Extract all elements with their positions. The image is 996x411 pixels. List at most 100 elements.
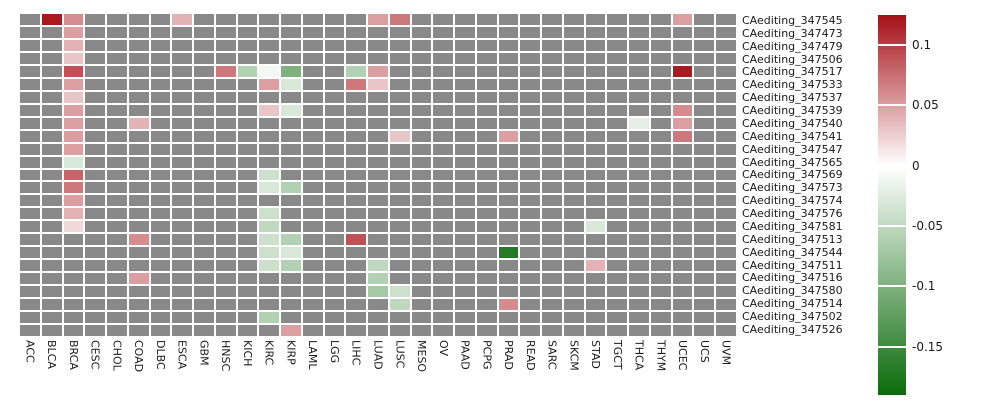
heatmap-cell xyxy=(563,104,584,116)
heatmap-cell xyxy=(302,325,323,336)
heatmap-cell xyxy=(498,299,519,311)
heatmap-cell xyxy=(215,195,236,207)
heatmap-cell xyxy=(150,91,171,103)
heatmap-cell xyxy=(368,117,388,129)
heatmap-cell xyxy=(346,312,367,324)
heatmap-cell xyxy=(302,26,323,38)
column-label: HNSC xyxy=(219,340,233,372)
heatmap-cell xyxy=(672,247,693,259)
heatmap-cell xyxy=(607,78,628,90)
heatmap-cell xyxy=(607,299,628,311)
heatmap-cell xyxy=(716,39,736,51)
heatmap-cell xyxy=(20,78,40,90)
heatmap-cell xyxy=(281,195,301,207)
heatmap-cell xyxy=(281,65,301,77)
heatmap-cell xyxy=(368,299,388,311)
heatmap-cell xyxy=(368,325,388,336)
heatmap-cell xyxy=(107,208,127,220)
heatmap-cell xyxy=(172,208,193,220)
column-label-slot: HNSC xyxy=(216,340,236,406)
heatmap-cell xyxy=(63,169,84,181)
heatmap-cell xyxy=(520,195,541,207)
heatmap-cell xyxy=(607,286,628,298)
heatmap-cell xyxy=(563,273,584,285)
heatmap-cell xyxy=(194,104,214,116)
heatmap-cell xyxy=(259,260,280,272)
heatmap-cell xyxy=(433,260,454,272)
heatmap-cell xyxy=(607,273,628,285)
heatmap-cell xyxy=(389,195,410,207)
column-label: PAAD xyxy=(458,340,472,370)
heatmap-cell xyxy=(63,312,84,324)
heatmap-cell xyxy=(281,39,301,51)
heatmap-cell xyxy=(41,247,62,259)
heatmap-cell xyxy=(520,221,541,233)
heatmap-cell xyxy=(629,65,649,77)
heatmap-cell xyxy=(694,52,715,64)
heatmap-cell xyxy=(346,26,367,38)
heatmap-cell xyxy=(41,312,62,324)
heatmap-cell xyxy=(281,104,301,116)
heatmap-cell xyxy=(259,221,280,233)
column-label: THYM xyxy=(654,340,668,372)
heatmap-cell xyxy=(520,260,541,272)
heatmap-cell xyxy=(542,26,562,38)
heatmap-cell xyxy=(150,286,171,298)
column-label-slot: PAAD xyxy=(455,340,475,406)
heatmap-cell xyxy=(63,195,84,207)
heatmap-cell xyxy=(128,208,149,220)
heatmap-cell xyxy=(411,169,432,181)
heatmap-cell xyxy=(107,234,127,246)
heatmap-cell xyxy=(368,247,388,259)
heatmap-cell xyxy=(194,78,214,90)
heatmap-cell xyxy=(128,26,149,38)
heatmap-cell xyxy=(455,182,475,194)
heatmap-cell xyxy=(41,260,62,272)
heatmap-cell xyxy=(150,169,171,181)
heatmap-cell xyxy=(302,286,323,298)
heatmap-cell xyxy=(650,156,671,168)
heatmap-cell xyxy=(433,143,454,155)
heatmap-cell xyxy=(215,234,236,246)
heatmap-cell xyxy=(411,156,432,168)
heatmap-cell xyxy=(433,26,454,38)
heatmap-cell xyxy=(520,312,541,324)
heatmap-cell xyxy=(20,65,40,77)
heatmap-cell xyxy=(259,52,280,64)
heatmap-cell xyxy=(694,260,715,272)
heatmap-cell xyxy=(150,156,171,168)
heatmap-cell xyxy=(542,117,562,129)
heatmap-cell xyxy=(85,299,106,311)
heatmap-cell xyxy=(389,143,410,155)
column-label-slot: PCPG xyxy=(477,340,497,406)
heatmap-cell xyxy=(302,221,323,233)
heatmap-cell xyxy=(172,78,193,90)
column-label-slot: UCEC xyxy=(673,340,693,406)
heatmap-cell xyxy=(20,221,40,233)
heatmap-cell xyxy=(607,312,628,324)
heatmap-cell xyxy=(672,104,693,116)
heatmap-cell xyxy=(389,234,410,246)
heatmap-cell xyxy=(237,39,258,51)
heatmap-cell xyxy=(172,286,193,298)
heatmap-cell xyxy=(20,14,40,25)
heatmap-cell xyxy=(302,91,323,103)
heatmap-cell xyxy=(128,14,149,25)
heatmap-cell xyxy=(433,156,454,168)
heatmap-cell xyxy=(585,195,606,207)
heatmap-cell xyxy=(150,26,171,38)
legend-tick-mark xyxy=(878,345,906,348)
heatmap-cell xyxy=(107,299,127,311)
heatmap-cell xyxy=(237,156,258,168)
heatmap-cell xyxy=(650,299,671,311)
heatmap-cell xyxy=(324,312,345,324)
heatmap-cell xyxy=(716,156,736,168)
heatmap-cell xyxy=(629,156,649,168)
heatmap-cell xyxy=(672,26,693,38)
heatmap-cell xyxy=(128,52,149,64)
heatmap-cell xyxy=(194,26,214,38)
heatmap-cell xyxy=(585,78,606,90)
heatmap-cell xyxy=(237,208,258,220)
heatmap-cell xyxy=(324,260,345,272)
column-label: MESO xyxy=(415,340,428,373)
